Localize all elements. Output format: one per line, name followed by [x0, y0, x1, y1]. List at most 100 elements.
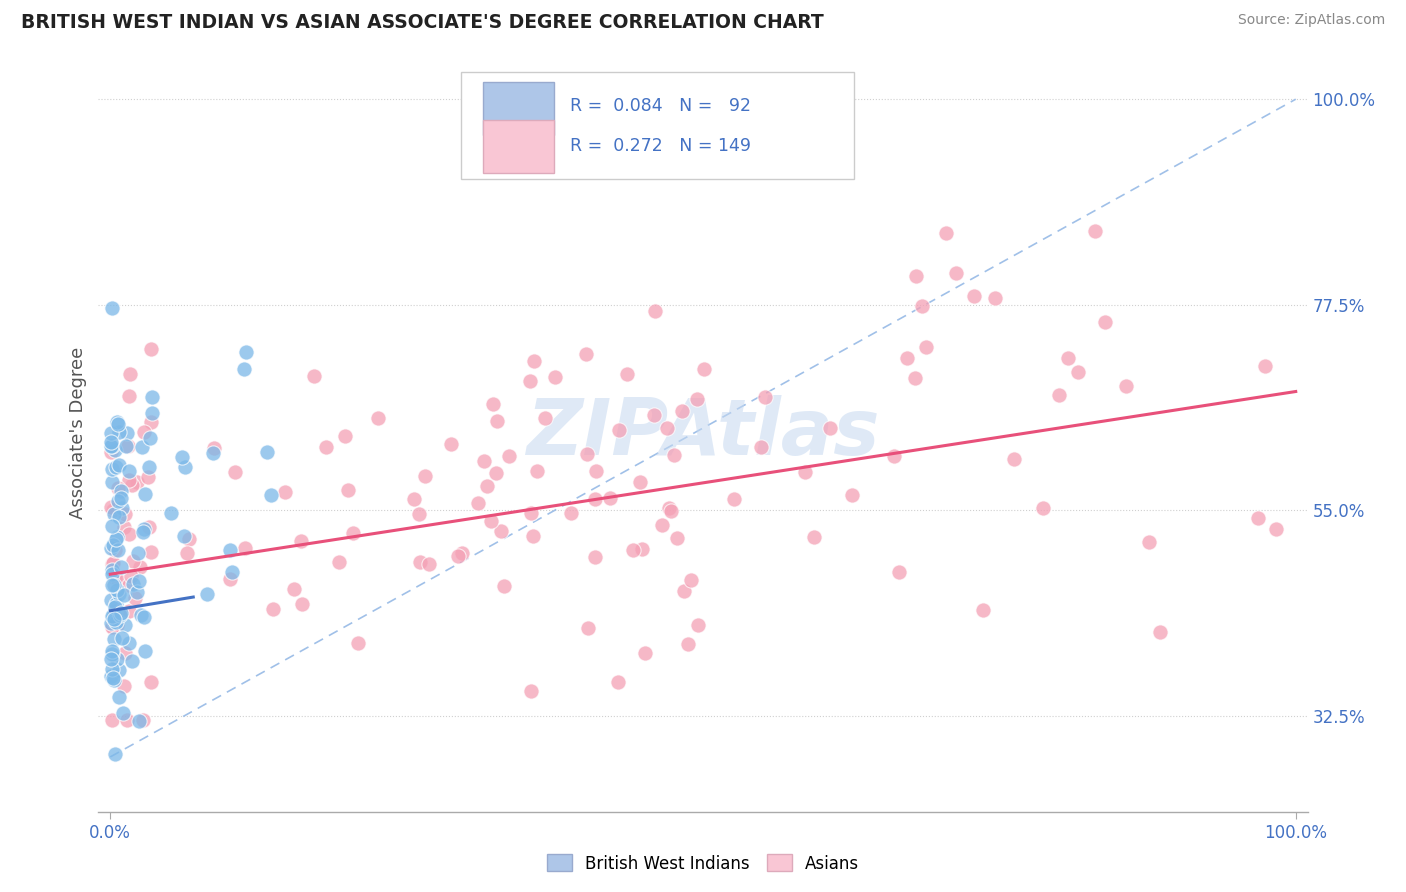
British West Indians	[202, 446, 225, 460]
Asians	[688, 618, 710, 632]
British West Indians	[105, 460, 128, 475]
British West Indians	[105, 415, 128, 429]
Asians	[679, 574, 702, 588]
Asians	[519, 684, 541, 698]
Asians	[132, 425, 155, 439]
Asians	[336, 483, 359, 497]
Asians	[112, 520, 135, 534]
Asians	[105, 618, 128, 632]
Asians	[491, 524, 513, 539]
Asians	[107, 604, 129, 618]
Asians	[903, 371, 925, 385]
Asians	[141, 416, 163, 430]
Asians	[346, 636, 368, 650]
British West Indians	[105, 583, 128, 598]
Asians	[101, 557, 124, 571]
Asians	[522, 529, 544, 543]
British West Indians	[118, 636, 141, 650]
Asians	[962, 289, 984, 303]
British West Indians	[122, 577, 145, 591]
Text: R =  0.084   N =   92: R = 0.084 N = 92	[569, 97, 751, 115]
Asians	[118, 367, 141, 381]
Asians	[599, 491, 621, 505]
British West Indians	[108, 690, 131, 704]
FancyBboxPatch shape	[461, 72, 855, 178]
Asians	[665, 532, 688, 546]
British West Indians	[125, 585, 148, 599]
Asians	[984, 292, 1007, 306]
Asians	[138, 519, 160, 533]
Asians	[526, 464, 548, 478]
Asians	[723, 492, 745, 507]
Asians	[803, 530, 825, 544]
Asians	[328, 555, 350, 569]
British West Indians	[128, 714, 150, 728]
British West Indians	[104, 599, 127, 614]
British West Indians	[221, 565, 243, 579]
Asians	[676, 637, 699, 651]
Asians	[692, 361, 714, 376]
British West Indians	[101, 519, 124, 533]
British West Indians	[104, 443, 127, 458]
British West Indians	[219, 543, 242, 558]
Asians	[202, 442, 225, 456]
Asians	[492, 579, 515, 593]
Asians	[290, 533, 312, 548]
British West Indians	[127, 546, 149, 560]
Asians	[1032, 501, 1054, 516]
Asians	[661, 504, 683, 518]
Asians	[100, 445, 122, 459]
FancyBboxPatch shape	[482, 120, 554, 172]
Asians	[475, 479, 498, 493]
Legend: British West Indians, Asians: British West Indians, Asians	[540, 847, 866, 880]
Asians	[628, 475, 651, 489]
British West Indians	[101, 662, 124, 676]
British West Indians	[132, 610, 155, 624]
Asians	[107, 573, 129, 587]
Asians	[575, 447, 598, 461]
British West Indians	[101, 647, 124, 661]
Asians	[139, 675, 162, 690]
British West Indians	[108, 607, 131, 622]
Asians	[1149, 624, 1171, 639]
British West Indians	[100, 462, 122, 476]
British West Indians	[100, 592, 122, 607]
Asians	[534, 410, 557, 425]
British West Indians	[111, 632, 134, 646]
British West Indians	[138, 460, 160, 475]
British West Indians	[114, 618, 136, 632]
Asians	[1137, 535, 1160, 549]
Asians	[607, 675, 630, 690]
Asians	[498, 449, 520, 463]
Asians	[118, 389, 141, 403]
British West Indians	[112, 588, 135, 602]
Asians	[409, 555, 432, 569]
Asians	[1115, 379, 1137, 393]
Asians	[101, 620, 124, 634]
Text: R =  0.272   N = 149: R = 0.272 N = 149	[569, 137, 751, 155]
British West Indians	[101, 609, 124, 624]
Asians	[101, 714, 124, 728]
Asians	[1067, 365, 1090, 379]
Asians	[467, 495, 489, 509]
Asians	[115, 714, 138, 728]
Asians	[283, 582, 305, 596]
Asians	[479, 514, 502, 528]
Text: BRITISH WEST INDIAN VS ASIAN ASSOCIATE'S DEGREE CORRELATION CHART: BRITISH WEST INDIAN VS ASIAN ASSOCIATE'S…	[21, 13, 824, 32]
British West Indians	[134, 487, 156, 501]
British West Indians	[103, 632, 125, 646]
British West Indians	[101, 538, 124, 552]
British West Indians	[104, 597, 127, 611]
Asians	[485, 466, 508, 480]
British West Indians	[232, 362, 254, 376]
Asians	[233, 541, 256, 555]
Asians	[485, 414, 508, 428]
Asians	[662, 448, 685, 462]
Asians	[544, 369, 567, 384]
Asians	[440, 436, 463, 450]
Asians	[896, 351, 918, 366]
Asians	[451, 546, 474, 560]
Asians	[224, 466, 246, 480]
Asians	[576, 621, 599, 635]
British West Indians	[107, 458, 129, 472]
